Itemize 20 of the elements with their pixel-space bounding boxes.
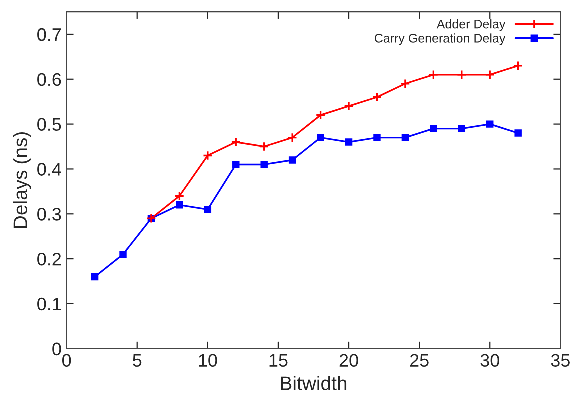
y-tick-label: 0.3 [38, 208, 62, 221]
x-tick-label: 20 [340, 354, 358, 367]
x-tick-label: 25 [410, 354, 429, 367]
y-tick-label: 0.2 [38, 252, 62, 266]
y-tick-label: 0.1 [38, 298, 62, 311]
x-tick-label: 30 [480, 354, 500, 367]
x-tick-label: 35 [551, 354, 570, 367]
x-tick-label: 0 [62, 354, 72, 367]
y-tick-label: 0 [52, 342, 62, 356]
x-axis-title: Bitwidth [281, 376, 347, 390]
y-axis-title: Delays (ns) [13, 132, 32, 228]
legend-label: Adder Delay [436, 20, 506, 32]
y-tick-label: 0.4 [38, 163, 62, 176]
x-tick-label: 5 [133, 354, 142, 367]
x-tick-label: 10 [199, 354, 218, 367]
y-tick-label: 0.5 [38, 118, 62, 132]
y-tick-label: 0.7 [38, 28, 62, 42]
y-tick-label: 0.6 [38, 73, 62, 86]
x-tick-label: 15 [270, 354, 288, 367]
legend-label: Carry Generation Delay [375, 34, 506, 46]
